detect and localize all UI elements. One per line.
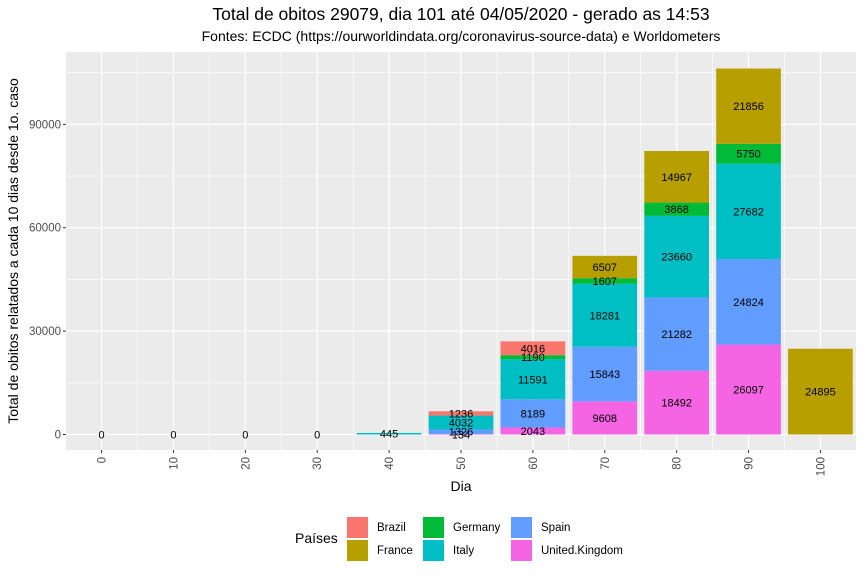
bar-segment xyxy=(644,215,709,298)
legend-swatch xyxy=(511,517,532,538)
bar-segment xyxy=(428,429,494,435)
data-label: 18281 xyxy=(589,310,620,322)
x-axis-title: Dia xyxy=(450,478,471,494)
data-label: 5750 xyxy=(736,149,760,161)
bar-segment xyxy=(788,348,853,435)
legend-title: Países xyxy=(295,530,338,546)
x-tick-label: 40 xyxy=(384,457,396,470)
x-tick-label: 60 xyxy=(528,457,540,470)
data-label: 21856 xyxy=(733,101,764,113)
bar-segment xyxy=(644,297,709,371)
data-label: 18492 xyxy=(661,398,692,410)
x-tick-label: 30 xyxy=(312,457,324,470)
bar-segment xyxy=(716,344,781,435)
data-label: 15843 xyxy=(589,369,620,381)
y-tick-label: 60000 xyxy=(29,223,61,235)
bar-segment xyxy=(428,411,494,416)
chart-title: Total de obitos 29079, dia 101 até 04/05… xyxy=(212,4,709,24)
x-tick-label: 0 xyxy=(97,457,109,463)
data-label: 0 xyxy=(242,429,248,441)
bar-segment xyxy=(716,143,781,164)
legend: Países Brazil France Germany Italy Spain Unit… xyxy=(295,517,623,561)
data-label: 445 xyxy=(380,429,398,441)
x-tick-label: 50 xyxy=(456,457,468,470)
x-tick-label: 10 xyxy=(168,457,180,470)
data-label: 0 xyxy=(314,429,320,441)
legend-label: Spain xyxy=(541,522,570,534)
x-tick-label: 80 xyxy=(672,457,684,470)
bar-segment xyxy=(500,341,566,356)
data-label: 4016 xyxy=(521,343,545,355)
x-tick-label: 90 xyxy=(744,457,756,470)
bar-segment xyxy=(572,278,638,284)
data-label: 3868 xyxy=(664,204,688,216)
data-label: 4032 xyxy=(449,418,473,430)
x-tick-label: 100 xyxy=(815,457,827,476)
legend-swatch xyxy=(423,540,444,561)
bar-segment xyxy=(572,346,638,402)
data-label: 0 xyxy=(99,429,105,441)
data-label: 27682 xyxy=(733,206,764,218)
legend-swatch xyxy=(347,540,368,561)
y-axis: 0 30000 60000 90000 xyxy=(29,119,66,441)
bar-segment xyxy=(572,401,638,435)
data-label: 23660 xyxy=(661,252,692,264)
data-label: 26097 xyxy=(733,385,764,397)
bar-segment xyxy=(644,370,709,435)
legend-label: United.Kingdom xyxy=(541,545,623,557)
legend-swatch xyxy=(423,517,444,538)
bar-segment xyxy=(500,355,566,360)
legend-swatch xyxy=(511,540,532,561)
legend-label: Germany xyxy=(453,522,501,534)
bar-segment xyxy=(644,151,709,203)
bar-segment xyxy=(716,68,781,144)
data-label: 0 xyxy=(170,429,176,441)
data-label: 8189 xyxy=(521,408,545,420)
bar-segment xyxy=(500,359,566,400)
bar-segment xyxy=(500,399,566,428)
x-tick-label: 20 xyxy=(240,457,252,470)
x-axis: 0 10 20 30 40 50 60 70 80 90 100 xyxy=(97,450,827,476)
bar-segment xyxy=(572,283,638,347)
bar-segment xyxy=(428,415,494,430)
data-label: 134 xyxy=(452,429,470,441)
legend-label: Italy xyxy=(453,545,474,557)
data-label: 21282 xyxy=(661,329,692,341)
bar-segment xyxy=(572,255,638,279)
data-label: 14967 xyxy=(661,172,692,184)
data-label: 1607 xyxy=(593,276,617,288)
y-tick-label: 90000 xyxy=(29,119,61,131)
bars xyxy=(356,68,853,435)
legend-swatch xyxy=(347,517,368,538)
bar-segment xyxy=(356,432,422,435)
y-tick-label: 30000 xyxy=(29,326,61,338)
data-label: 1326 xyxy=(449,427,473,439)
data-label: 24895 xyxy=(805,387,836,399)
data-label: 1236 xyxy=(449,408,473,420)
data-label: 24824 xyxy=(733,297,764,309)
data-label: 9608 xyxy=(593,413,617,425)
data-label: 1190 xyxy=(521,352,545,364)
chart-subtitle: Fontes: ECDC (https://ourworldindata.org… xyxy=(202,28,721,44)
data-label: 2043 xyxy=(521,426,545,438)
bar-segment xyxy=(644,202,709,216)
legend-label: Brazil xyxy=(377,522,406,534)
bar-segment xyxy=(716,163,781,260)
y-axis-title: Total de obitos relatados a cada 10 dias… xyxy=(5,78,21,424)
bar-segment xyxy=(500,427,566,435)
bar-segment xyxy=(716,259,781,345)
data-label: 11591 xyxy=(518,374,548,386)
x-tick-label: 70 xyxy=(600,457,612,470)
y-tick-label: 0 xyxy=(55,429,61,441)
legend-label: France xyxy=(377,545,413,557)
data-label: 6507 xyxy=(593,262,617,274)
